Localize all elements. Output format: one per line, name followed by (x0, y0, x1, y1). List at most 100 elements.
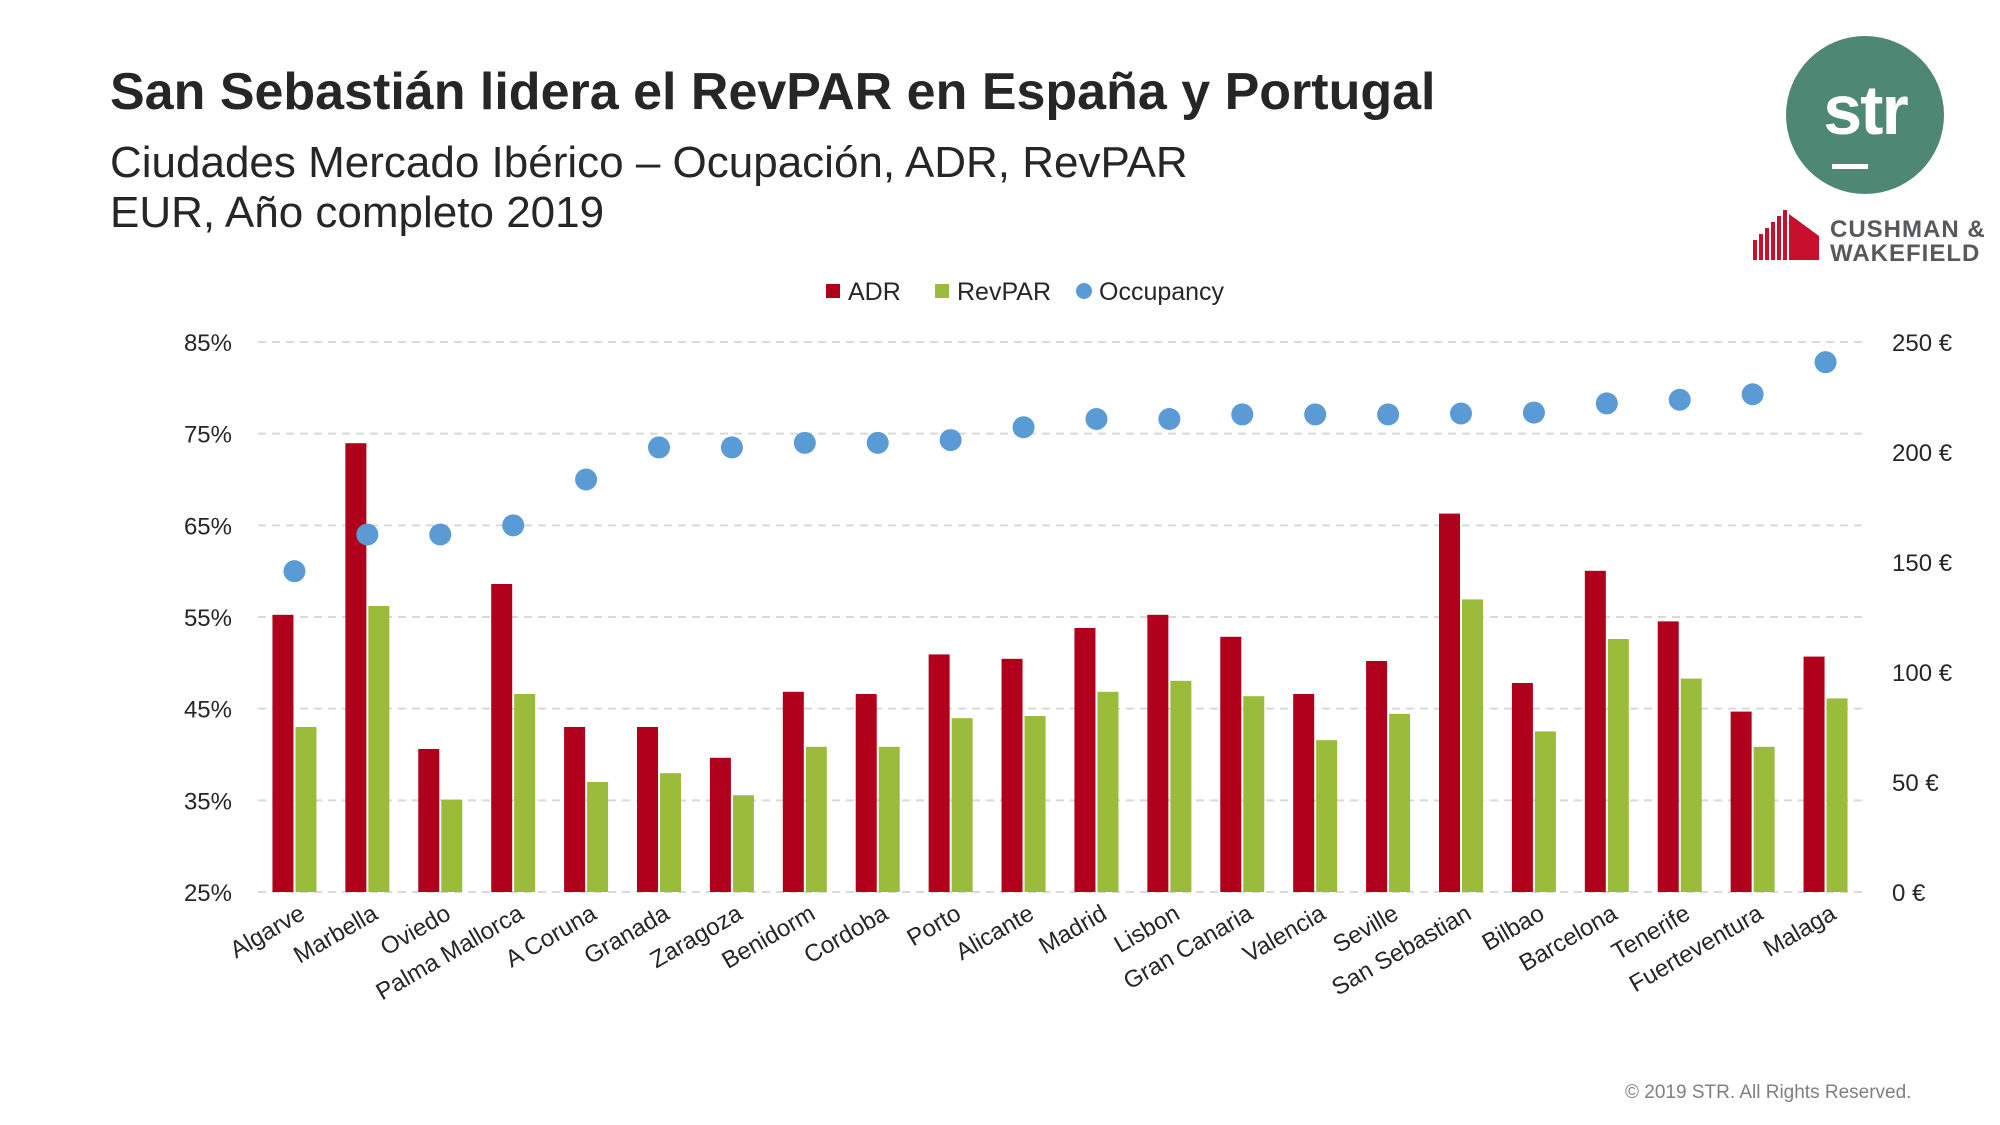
revpar-bar (805, 746, 827, 892)
revpar-bar (1170, 680, 1192, 892)
cw-line1: CUSHMAN & (1830, 216, 1986, 243)
y-left-tick-label: 75% (184, 422, 232, 449)
adr-bar (272, 614, 294, 892)
revpar-bar (878, 746, 900, 892)
legend-occupancy-swatch (1076, 283, 1092, 299)
adr-bar (1001, 658, 1023, 892)
adr-bar (637, 727, 658, 892)
page-title: San Sebastián lidera el RevPAR en España… (110, 63, 1436, 121)
occupancy-point (648, 436, 670, 459)
occupancy-point (575, 468, 598, 491)
adr-bar (1730, 711, 1752, 892)
occupancy-point (502, 514, 525, 537)
occupancy-point (1158, 408, 1181, 430)
cushman-wakefield-logo-icon (1753, 210, 1819, 260)
revpar-bar (514, 694, 536, 892)
occupancy-point (1304, 403, 1327, 426)
revpar-bar (1097, 691, 1119, 892)
adr-bar (709, 757, 731, 892)
revpar-bar (1753, 746, 1775, 892)
legend-revpar-swatch (935, 284, 949, 298)
y-left-tick-label: 45% (184, 697, 232, 724)
copyright-text: © 2019 STR. All Rights Reserved. (1625, 1082, 1912, 1103)
revpar-bar (1316, 740, 1338, 892)
y-right-tick-label: 200 € (1892, 440, 1953, 467)
cushman-wakefield-logo-text: CUSHMAN & WAKEFIELD (1830, 218, 1986, 266)
y-right-tick-label: 150 € (1892, 550, 1953, 577)
adr-bar (1147, 614, 1169, 892)
occupancy-point (356, 523, 379, 546)
y-right-tick-label: 100 € (1892, 660, 1953, 687)
x-category-label: Madrid (1034, 900, 1111, 960)
adr-bar (1657, 621, 1679, 892)
adr-bar (491, 584, 513, 892)
occupancy-point (939, 429, 962, 452)
occupancy-point (1741, 383, 1764, 406)
revpar-bar (295, 727, 317, 892)
occupancy-point (283, 560, 306, 583)
y-left-tick-label: 35% (184, 788, 232, 815)
revpar-bar (732, 795, 754, 892)
adr-bar (418, 749, 440, 892)
occupancy-point (1595, 392, 1618, 415)
cw-line2: WAKEFIELD (1830, 240, 1981, 267)
revpar-bar (1024, 716, 1046, 892)
page-subtitle-units: EUR, Año completo 2019 (110, 188, 605, 237)
adr-bar (1584, 570, 1606, 892)
adr-bar (564, 727, 586, 892)
adr-bar (1220, 636, 1242, 892)
adr-bar (1074, 628, 1096, 892)
adr-bar (345, 443, 367, 892)
legend-adr-label: ADR (848, 278, 901, 306)
revpar-bar (1462, 599, 1483, 892)
occupancy-point (720, 436, 743, 459)
revpar-bar (368, 606, 390, 892)
x-category-label: Alicante (951, 900, 1038, 966)
x-category-label: Cordoba (799, 899, 893, 969)
occupancy-point (1522, 401, 1545, 424)
str-logo: str (1786, 36, 1944, 194)
legend-revpar-label: RevPAR (957, 278, 1051, 306)
x-category-label: Marbella (289, 899, 383, 969)
occupancy-point (1668, 388, 1691, 411)
y-right-tick-label: 50 € (1892, 770, 1939, 797)
y-left-tick-label: 25% (184, 880, 232, 907)
adr-bar (782, 691, 804, 892)
legend-occupancy-label: Occupancy (1099, 278, 1225, 306)
revpar-bar (1607, 639, 1629, 892)
revpar-bar (587, 782, 609, 892)
y-right-tick-label: 250 € (1892, 330, 1953, 357)
y-left-tick-label: 65% (184, 513, 232, 540)
adr-bar (1511, 683, 1533, 892)
adr-bar (928, 654, 950, 892)
y-right-tick-label: 0 € (1892, 880, 1926, 907)
revpar-bar (951, 718, 973, 892)
revpar-bar (1389, 713, 1411, 892)
occupancy-point (1814, 351, 1837, 374)
occupancy-point (1450, 402, 1472, 425)
legend-adr-swatch (826, 284, 840, 298)
y-left-tick-label: 55% (184, 605, 232, 632)
revpar-bar (1534, 731, 1556, 892)
occupancy-point (1085, 408, 1108, 430)
occupancy-point (1377, 403, 1400, 426)
x-category-label: Malaga (1759, 899, 1841, 962)
occupancy-point (1012, 416, 1035, 439)
occupancy-point (1231, 403, 1254, 426)
adr-bar (855, 694, 877, 892)
occupancy-point (793, 431, 816, 454)
adr-bar (1293, 694, 1315, 892)
revpar-bar (441, 799, 463, 892)
str-logo-text: str (1823, 71, 1908, 149)
occupancy-point (866, 431, 889, 454)
y-left-tick-label: 85% (184, 330, 232, 357)
adr-bar (1803, 656, 1825, 892)
str-logo-underline (1832, 164, 1868, 169)
revpar-bar (660, 773, 681, 892)
x-category-label: Valencia (1238, 899, 1330, 968)
page-subtitle: Ciudades Mercado Ibérico – Ocupación, AD… (110, 138, 1188, 187)
revpar-bar (1680, 678, 1702, 892)
revpar-bar (1243, 696, 1265, 892)
revpar-bar (1826, 698, 1848, 892)
